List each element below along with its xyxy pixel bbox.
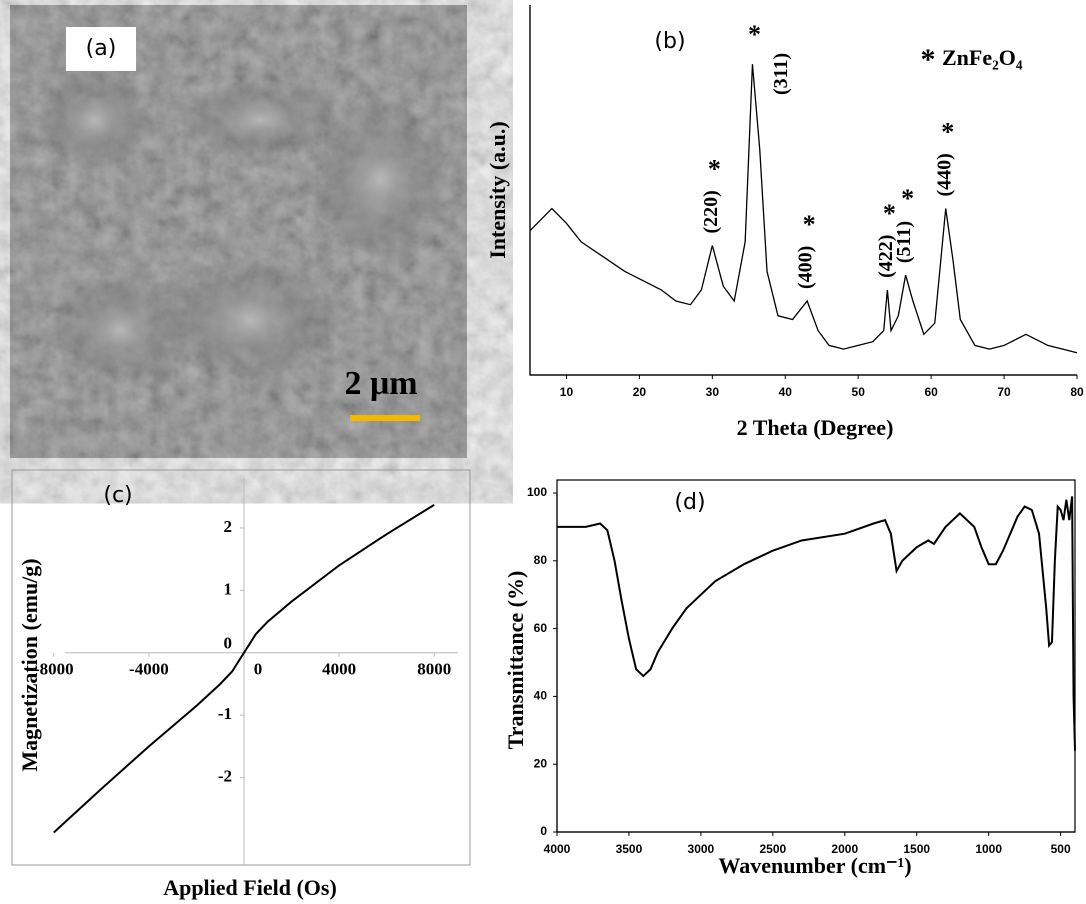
- peak-marker: *: [803, 210, 816, 239]
- x-tick-label: 50: [852, 385, 866, 399]
- y-tick-label: -2: [218, 767, 232, 786]
- x-axis-label: 2 Theta (Degree): [737, 415, 894, 440]
- panel-label: (d): [674, 490, 705, 515]
- sem-particle: [50, 275, 190, 385]
- peak-marker: *: [941, 117, 954, 146]
- y-tick-label: 20: [534, 756, 548, 770]
- legend-marker: *: [921, 43, 936, 76]
- sem-particle: [35, 70, 155, 170]
- panel-label: (b): [654, 29, 685, 54]
- x-tick-label: 500: [1051, 842, 1071, 856]
- peak-marker: *: [748, 20, 761, 49]
- y-tick-label: 60: [534, 621, 548, 635]
- y-tick-label: 0: [540, 824, 547, 838]
- x-tick-label: 4000: [322, 660, 356, 679]
- x-tick-label: 3000: [688, 842, 715, 856]
- x-tick-label: 1000: [975, 842, 1002, 856]
- x-tick-label: 70: [997, 385, 1011, 399]
- x-tick-label: 60: [924, 385, 938, 399]
- scale-bar: [350, 415, 420, 421]
- peak-marker: *: [901, 184, 914, 213]
- x-tick-label: 10: [560, 385, 574, 399]
- y-tick-label: 100: [527, 485, 547, 499]
- legend-label: ZnFe₂O₄: [942, 45, 1023, 70]
- scale-bar-label: 2 μm: [344, 365, 417, 402]
- x-axis-label: Wavenumber (cm⁻¹): [718, 853, 911, 878]
- x-axis-label: Applied Field (Os): [163, 875, 337, 900]
- peak-label: (220): [700, 190, 722, 233]
- x-tick-label: 40: [779, 385, 793, 399]
- panel-label: (c): [103, 483, 132, 508]
- y-tick-label: 80: [534, 553, 548, 567]
- x-tick-label: 20: [633, 385, 647, 399]
- data-line: [530, 64, 1077, 353]
- peak-label: (511): [893, 221, 915, 263]
- panel-label: (a): [86, 36, 117, 61]
- y-tick-label: 0: [224, 634, 233, 653]
- peak-label: (440): [933, 153, 955, 196]
- peak-label: (400): [795, 246, 817, 289]
- data-line: [557, 496, 1075, 750]
- y-axis-label: Transmittance (%): [503, 571, 528, 750]
- y-tick-label: -1: [218, 704, 232, 723]
- peak-marker: *: [708, 154, 721, 183]
- panel-c-frame: [12, 470, 470, 865]
- peak-label: (311): [770, 53, 792, 95]
- y-tick-label: 2: [224, 517, 233, 536]
- y-axis-label: Magnetization (emu/g): [17, 558, 42, 771]
- x-tick-label: 4000: [544, 842, 571, 856]
- page: {"chart_data": [ {"type": "image", "pane…: [0, 0, 1086, 904]
- x-tick-label: 30: [706, 385, 720, 399]
- x-tick-label: 0: [254, 660, 263, 679]
- panel-d-frame: [557, 480, 1075, 832]
- y-tick-label: 40: [534, 689, 548, 703]
- x-tick-label: -4000: [129, 660, 169, 679]
- sem-particle: [180, 80, 340, 160]
- y-axis-label: Intensity (a.u.): [485, 121, 510, 259]
- x-tick-label: 3500: [616, 842, 643, 856]
- y-tick-label: 1: [224, 579, 233, 598]
- x-tick-label: 80: [1070, 385, 1084, 399]
- x-tick-label: 8000: [417, 660, 451, 679]
- figure: (a)2 μm1020304050607080(b)2 Theta (Degre…: [0, 0, 1086, 904]
